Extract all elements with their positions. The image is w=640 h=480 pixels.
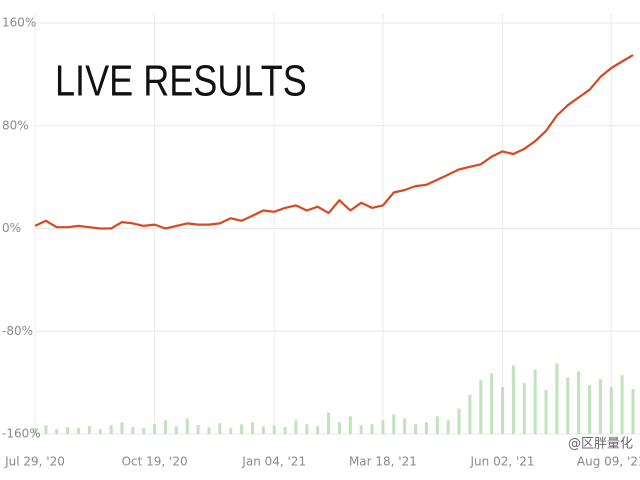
x-tick-label: Jun 02, '21 [470,455,535,469]
volume-bar [109,425,113,434]
volume-bar [370,424,374,434]
x-tick-label: Jan 04, '21 [241,455,306,469]
volume-bar [446,420,450,434]
volume-bar [283,427,287,434]
y-tick-label: 0% [2,221,21,235]
volume-bar [468,394,472,434]
volume-bar [435,416,439,434]
y-tick-label: -160% [2,427,41,441]
x-tick-label: Mar 18, '21 [349,455,417,469]
volume-bar [598,379,602,434]
volume-bar [163,420,167,434]
volume-bar [240,424,244,434]
volume-bar [98,429,102,434]
volume-bar [457,408,461,434]
volume-bar [44,425,48,434]
volume-bar [272,425,276,434]
volume-bar [131,427,135,434]
volume-bar [196,425,200,434]
volume-bar [424,422,428,434]
volume-bar [403,418,407,434]
volume-bar [359,425,363,434]
volume-bar [555,363,559,434]
volume-bar [501,387,505,434]
volume-bar [316,426,320,434]
y-tick-label: -80% [2,324,33,338]
volume-bar [577,371,581,434]
volume-bar [153,424,157,434]
volume-bar [566,377,570,434]
volume-bar [76,428,80,434]
volume-bar [522,383,526,434]
volume-bar [55,429,59,434]
x-tick-label: Aug 09, '21 [577,455,640,469]
line [34,54,634,230]
volume-bar [87,426,91,434]
volume-bar [348,416,352,434]
volume-bar [511,365,515,434]
volume-bar [66,427,70,434]
volume-bar [337,422,341,434]
volume-bar [588,385,592,434]
volume-bar [142,428,146,434]
volume-bar [533,369,537,434]
grid [34,13,640,435]
y-tick-label: 80% [2,118,29,132]
volume-bar [609,387,613,434]
volume-bar [544,389,548,434]
volume-bar [33,428,37,434]
volume-bar [620,375,624,434]
volume-bar [479,380,483,434]
volume-bar [392,414,396,434]
volume-bar [250,422,254,434]
volume-bar [414,424,418,434]
volume-bar [229,428,233,434]
x-tick-label: Jul 29, '20 [4,455,65,469]
volume-bars [33,363,635,434]
volume-bar [174,426,178,434]
volume-bar [294,420,298,434]
volume-bar [120,422,124,434]
chart-title: LIVE RESULTS [55,56,307,105]
volume-bar [327,412,331,434]
x-tick-label: Oct 19, '20 [122,455,188,469]
lines [34,54,634,230]
volume-bar [631,388,635,434]
volume-bar [207,427,211,434]
volume-bar [381,420,385,434]
volume-bar [490,373,494,434]
y-tick-label: 160% [2,16,36,30]
volume-bar [305,424,309,434]
volume-bar [185,418,189,434]
watermark: @区胖量化 [568,437,633,452]
volume-bar [261,426,265,434]
volume-bar [218,423,222,434]
